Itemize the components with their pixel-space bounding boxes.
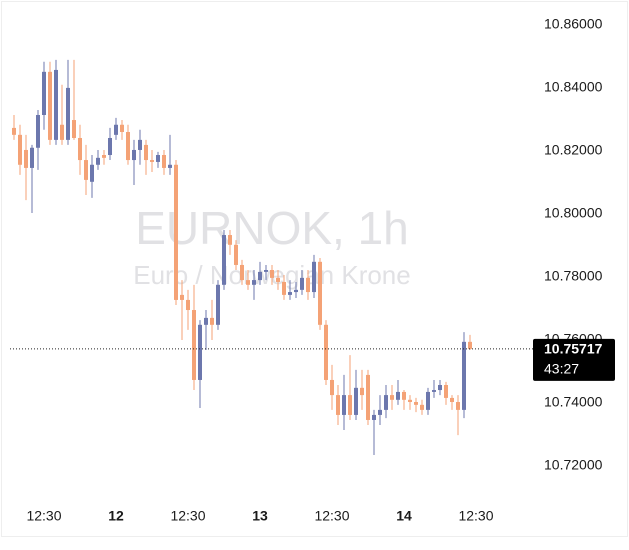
- watermark-title: EURNOK, 1h: [135, 202, 409, 254]
- candle-body: [78, 137, 82, 161]
- x-tick-label: 12:30: [26, 508, 61, 524]
- x-tick-label: 12:30: [314, 508, 349, 524]
- candle-body: [288, 292, 292, 295]
- candle-body: [282, 281, 286, 295]
- candle-body: [60, 124, 64, 140]
- candle-body: [12, 127, 16, 135]
- candle-body: [426, 391, 430, 410]
- candle-body: [270, 270, 274, 278]
- candle-body: [156, 155, 160, 162]
- countdown-label: 43:27: [544, 361, 579, 377]
- candle-body: [192, 310, 196, 380]
- candle-body: [462, 341, 466, 410]
- candle-body: [228, 235, 232, 245]
- last-price-label: 10.75717: [544, 341, 603, 357]
- candle-body: [258, 271, 262, 281]
- candle-body: [378, 409, 382, 415]
- candle-body: [312, 261, 316, 293]
- candle-body: [18, 134, 22, 165]
- candle-body: [168, 164, 172, 168]
- candle-body: [342, 395, 346, 415]
- x-tick-label: 12:30: [170, 508, 205, 524]
- candle-body: [264, 270, 268, 272]
- candle-body: [72, 120, 76, 138]
- candle-body: [420, 404, 424, 410]
- candle-body: [234, 244, 238, 265]
- candle-body: [48, 71, 52, 140]
- candle-body: [66, 87, 70, 140]
- candle-body: [324, 324, 328, 380]
- candle-body: [360, 387, 364, 396]
- x-tick-label: 13: [252, 508, 268, 524]
- candle-body: [354, 387, 358, 415]
- y-tick-label: 10.80000: [544, 205, 603, 221]
- candle-body: [372, 414, 376, 420]
- candle-body: [114, 124, 118, 135]
- candle-body: [54, 69, 58, 140]
- candle-body: [216, 284, 220, 325]
- candle-body: [318, 261, 322, 325]
- candle-body: [294, 289, 298, 293]
- candle-body: [246, 280, 250, 285]
- candle-body: [144, 144, 148, 161]
- candle-body: [198, 324, 202, 380]
- candle-body: [468, 341, 472, 349]
- candle-body: [210, 317, 214, 325]
- candle-body: [366, 374, 370, 420]
- candle-body: [252, 280, 256, 285]
- last-price-box: [533, 338, 615, 381]
- y-tick-label: 10.78000: [544, 268, 603, 284]
- candle-body: [456, 402, 460, 410]
- candle-body: [150, 160, 154, 162]
- candle-body: [138, 139, 142, 150]
- candle-body: [396, 391, 400, 400]
- candle-body: [348, 395, 352, 415]
- candle-body: [96, 157, 100, 165]
- candle-body: [444, 385, 448, 398]
- y-tick-label: 10.72000: [544, 457, 603, 473]
- candle-body: [90, 164, 94, 182]
- x-tick-label: 12:30: [458, 508, 493, 524]
- candle-body: [330, 379, 334, 396]
- candle-body: [132, 149, 136, 161]
- candle-body: [174, 164, 178, 300]
- candle-body: [162, 155, 166, 168]
- candle-body: [24, 149, 28, 168]
- candle-body: [402, 391, 406, 400]
- candle-body: [414, 402, 418, 405]
- candle-body: [336, 395, 340, 415]
- candle-body: [102, 155, 106, 158]
- candle-body: [126, 132, 130, 161]
- x-tick-label: 12: [108, 508, 124, 524]
- candle-body: [432, 390, 436, 392]
- candle-body: [438, 385, 442, 391]
- candle-body: [222, 235, 226, 285]
- candle-body: [306, 277, 310, 293]
- candle-body: [30, 147, 34, 168]
- y-tick-label: 10.84000: [544, 79, 603, 95]
- x-tick-label: 14: [396, 508, 412, 524]
- candle-body: [390, 395, 394, 400]
- candle-body: [180, 294, 184, 300]
- plot-area: [12, 59, 472, 455]
- candle-body: [300, 277, 304, 290]
- candle-body: [408, 399, 412, 403]
- y-tick-label: 10.74000: [544, 394, 603, 410]
- candle-body: [120, 124, 124, 133]
- candle-body: [204, 317, 208, 325]
- candle-body: [384, 395, 388, 410]
- candle-body: [276, 277, 280, 282]
- candle-body: [450, 397, 454, 403]
- candle-body: [186, 299, 190, 311]
- candle-body: [108, 137, 112, 156]
- y-tick-label: 10.82000: [544, 142, 603, 158]
- y-tick-label: 10.86000: [544, 16, 603, 32]
- candle-body: [84, 160, 88, 180]
- candle-body: [42, 71, 46, 115]
- candle-body: [240, 264, 244, 281]
- candle-body: [36, 114, 40, 148]
